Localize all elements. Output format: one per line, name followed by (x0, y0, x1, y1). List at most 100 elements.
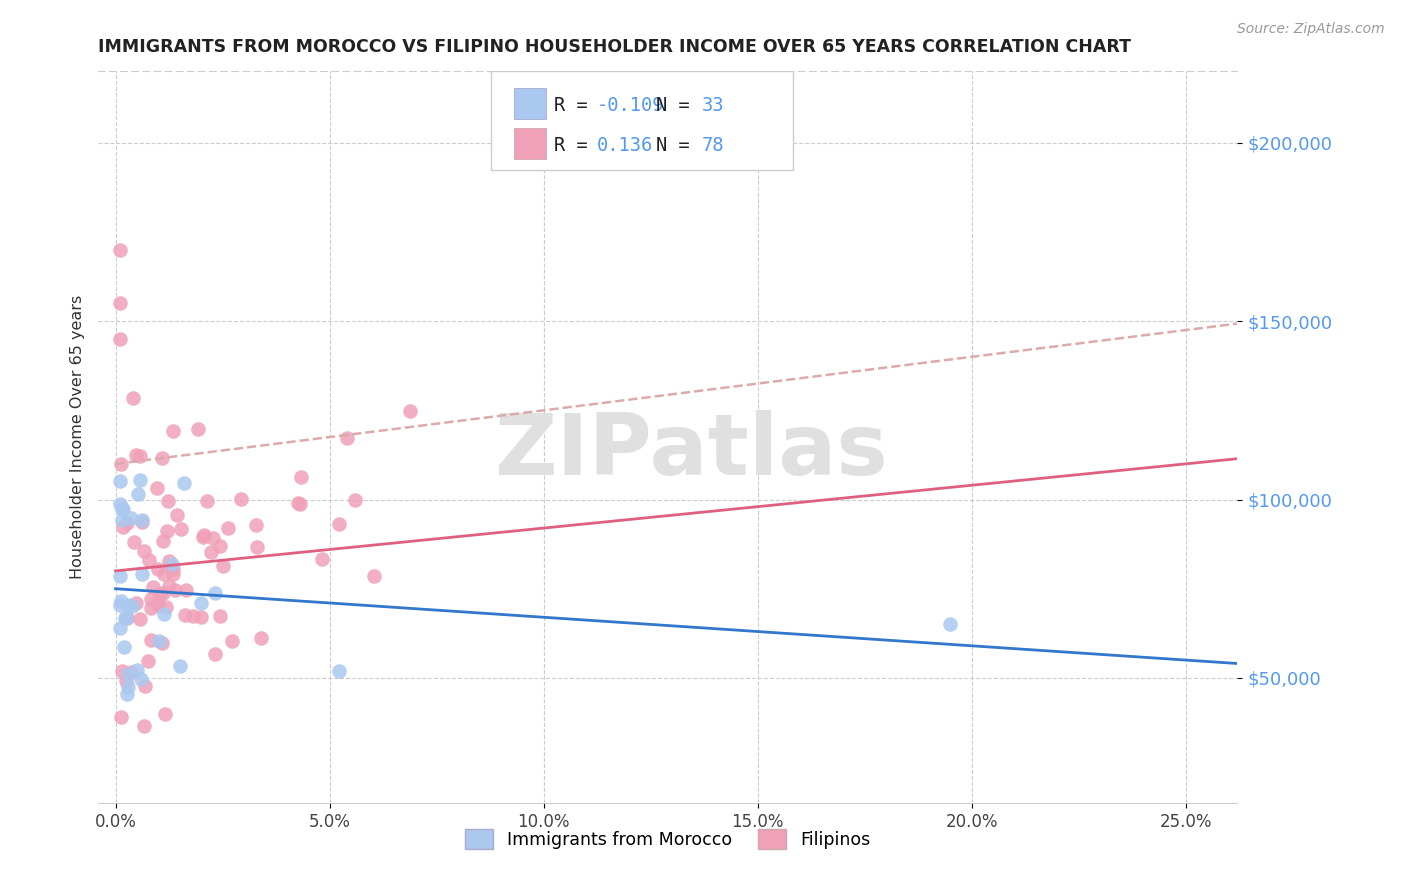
Point (146, 595, 169, 609)
Point (120, 665, 142, 680)
Point (110, 709, 132, 723)
Point (139, 633, 162, 648)
Point (115, 674, 138, 689)
Point (181, 609, 204, 624)
Point (112, 502, 135, 516)
Point (134, 680, 156, 694)
Point (156, 524, 179, 538)
Point (150, 451, 173, 466)
Point (131, 515, 153, 529)
Point (152, 533, 174, 548)
Point (138, 553, 160, 567)
Point (328, 517, 350, 532)
Point (114, 611, 136, 625)
Point (204, 586, 226, 600)
Point (200, 545, 222, 559)
Point (174, 582, 197, 597)
Point (148, 634, 170, 648)
Text: N =: N = (657, 136, 690, 155)
Point (111, 513, 134, 527)
Point (112, 640, 135, 654)
Point (211, 559, 233, 574)
Point (146, 562, 169, 576)
Point (287, 496, 309, 510)
Point (125, 596, 148, 610)
Point (148, 598, 170, 612)
Point (122, 391, 145, 405)
Point (290, 497, 312, 511)
Point (202, 531, 225, 545)
Point (152, 585, 174, 599)
Point (217, 521, 239, 535)
Point (115, 687, 138, 701)
Point (190, 609, 212, 624)
Point (141, 591, 163, 606)
Text: IMMIGRANTS FROM MOROCCO VS FILIPINO HOUSEHOLDER INCOME OVER 65 YEARS CORRELATION: IMMIGRANTS FROM MOROCCO VS FILIPINO HOUS… (98, 38, 1132, 56)
Point (108, 598, 131, 612)
Point (108, 569, 131, 583)
Point (108, 497, 131, 511)
FancyBboxPatch shape (515, 128, 546, 159)
Text: -0.109: -0.109 (598, 96, 665, 115)
Point (117, 681, 139, 695)
Point (132, 719, 155, 733)
Point (398, 404, 420, 418)
Text: 0.136: 0.136 (598, 136, 654, 155)
Point (129, 611, 152, 625)
Point (108, 332, 131, 346)
Point (150, 636, 173, 650)
Point (336, 431, 359, 445)
Text: R =: R = (554, 136, 588, 155)
Point (170, 522, 193, 536)
Point (131, 566, 153, 581)
Text: R =: R = (554, 96, 588, 115)
Point (208, 609, 231, 624)
Point (187, 422, 209, 436)
Point (121, 599, 143, 613)
Point (108, 475, 131, 489)
Point (115, 611, 138, 625)
Point (128, 449, 150, 463)
Point (311, 552, 333, 566)
Point (125, 448, 148, 462)
Point (149, 587, 172, 601)
Point (125, 664, 148, 678)
Point (157, 553, 180, 567)
Point (162, 425, 184, 439)
Point (162, 562, 184, 576)
Point (153, 567, 176, 582)
FancyBboxPatch shape (491, 71, 793, 170)
Point (290, 470, 312, 484)
Point (190, 596, 212, 610)
Text: Source: ZipAtlas.com: Source: ZipAtlas.com (1237, 22, 1385, 37)
Point (208, 539, 231, 553)
Point (108, 296, 131, 310)
Point (221, 634, 243, 648)
Point (939, 617, 962, 632)
Point (169, 659, 191, 673)
Point (153, 607, 176, 622)
Point (141, 580, 163, 594)
Point (195, 494, 218, 508)
Point (156, 494, 179, 508)
Point (127, 486, 149, 500)
Point (344, 492, 367, 507)
Point (246, 541, 269, 555)
Point (136, 654, 159, 668)
Point (204, 647, 226, 661)
Text: ZIPatlas: ZIPatlas (494, 410, 887, 493)
Point (250, 632, 273, 646)
Point (245, 518, 267, 533)
Point (110, 593, 132, 607)
Point (160, 557, 183, 571)
Point (165, 583, 187, 598)
Legend: Immigrants from Morocco, Filipinos: Immigrants from Morocco, Filipinos (458, 822, 877, 856)
Point (115, 611, 138, 625)
Point (111, 520, 134, 534)
Point (363, 569, 385, 583)
Point (173, 607, 195, 622)
Point (120, 510, 142, 524)
Point (117, 666, 139, 681)
Point (229, 492, 252, 507)
Point (162, 567, 184, 582)
